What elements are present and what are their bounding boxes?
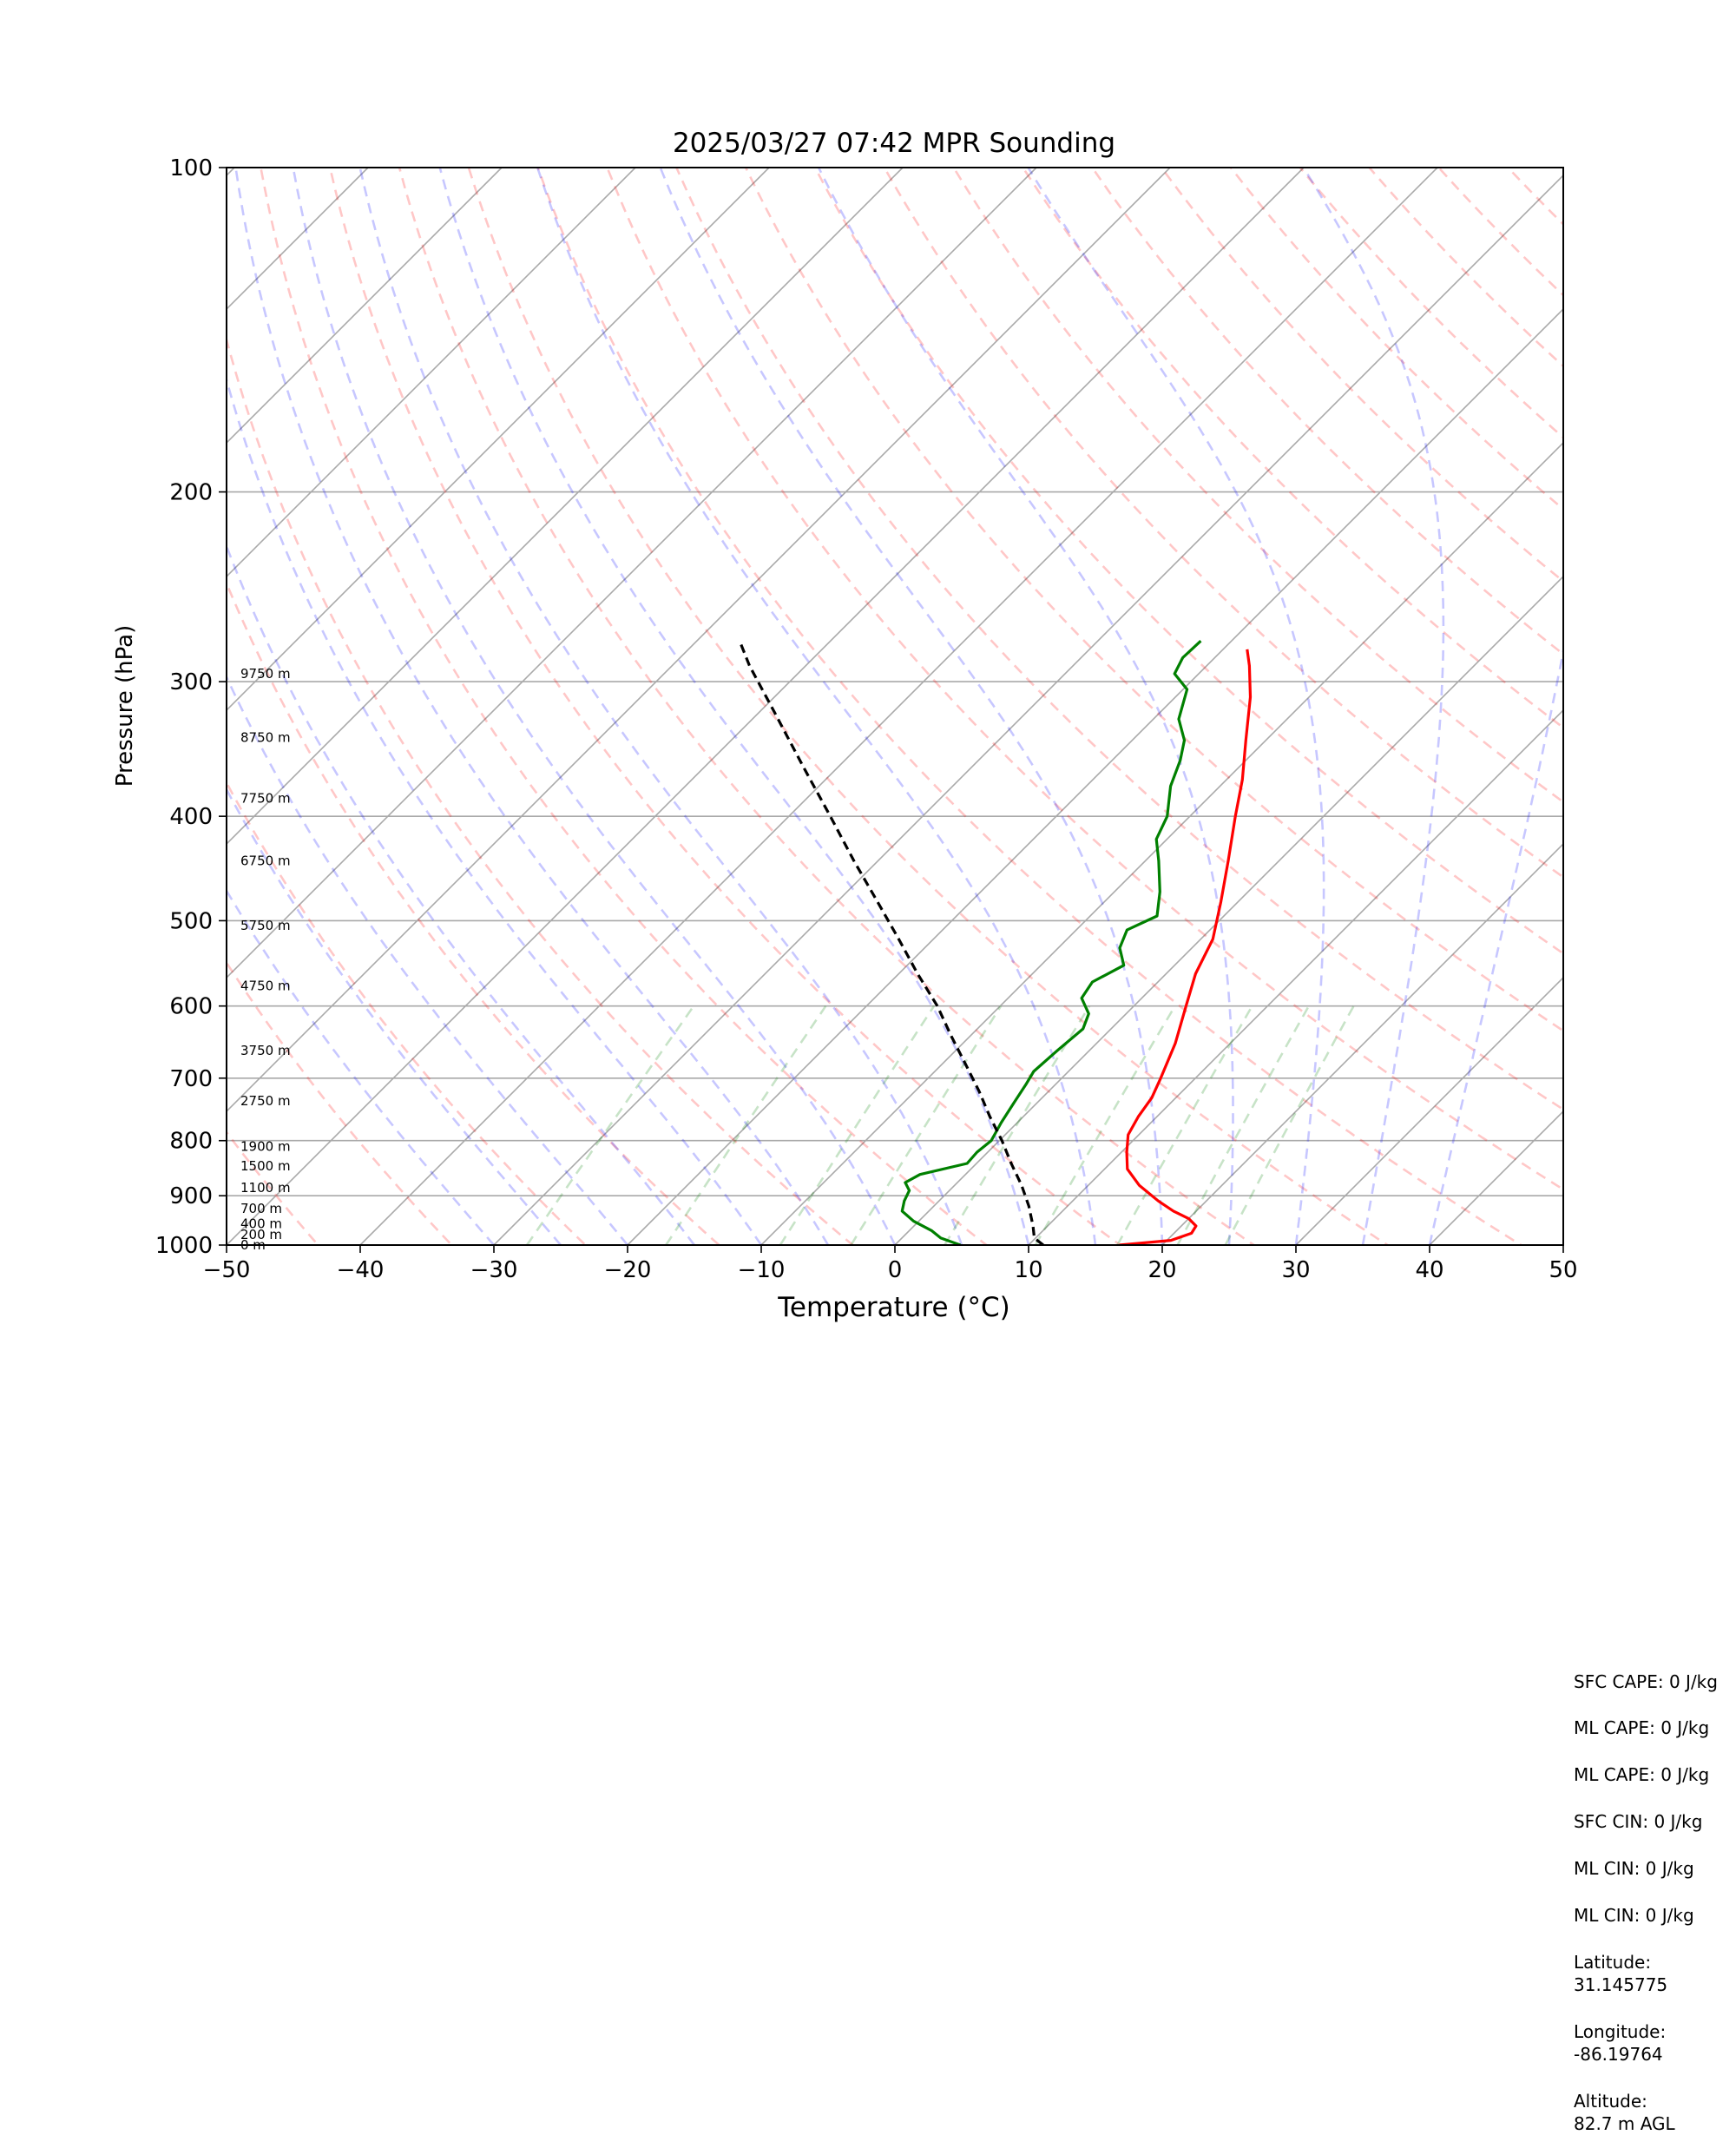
dry-adiabat-line — [0, 168, 474, 1268]
longitude-label: Longitude: — [1574, 2020, 1666, 2043]
dry-adiabat-line — [676, 168, 1736, 1268]
isotherm-line — [0, 168, 101, 1245]
isotherm-line — [1430, 168, 1736, 1245]
x-axis-label: Temperature (°C) — [777, 1292, 1010, 1323]
dry-adiabat-line — [1508, 168, 1736, 1268]
isotherm-line — [494, 168, 1571, 1245]
y-tick-label: 300 — [169, 669, 213, 695]
ml-cape-text: ML CAPE: 0 J/kg — [1574, 1717, 1709, 1739]
x-tick-label: 20 — [1147, 1257, 1176, 1283]
isotherm-line — [93, 168, 1170, 1245]
mixing-ratio-line — [527, 1006, 694, 1245]
y-axis-label: Pressure (hPa) — [112, 625, 138, 787]
height-label: 9750 m — [240, 666, 291, 682]
ml-cape-text-2: ML CAPE: 0 J/kg — [1574, 1763, 1709, 1786]
x-tick-label: 50 — [1549, 1257, 1577, 1283]
moist-adiabat-line — [293, 168, 895, 1245]
ml-cin-text: ML CIN: 0 J/kg — [1574, 1857, 1694, 1880]
plot-frame — [227, 168, 1563, 1245]
height-label: 8750 m — [240, 729, 291, 745]
dry-adiabat-line — [1023, 168, 1736, 1268]
y-tick-label: 600 — [169, 994, 213, 1020]
y-tick-label: 500 — [169, 908, 213, 934]
height-label: 1100 m — [240, 1180, 291, 1196]
dry-adiabat-line — [1716, 168, 1736, 1268]
isotherm-line — [0, 168, 635, 1245]
x-tick-label: 10 — [1014, 1257, 1042, 1283]
height-label: 3750 m — [240, 1043, 291, 1058]
altitude-value: 82.7 m AGL — [1574, 2112, 1675, 2135]
x-tick-label: −40 — [337, 1257, 385, 1283]
x-tick-label: −30 — [470, 1257, 518, 1283]
y-tick-label: 200 — [169, 480, 213, 506]
dry-adiabat-line — [1647, 168, 1736, 1268]
height-label: 7750 m — [240, 791, 291, 807]
isotherm-line — [628, 168, 1705, 1245]
isotherm-line — [895, 168, 1736, 1245]
dry-adiabat-line — [1300, 168, 1736, 1268]
dry-adiabat-line — [884, 168, 1736, 1268]
longitude-value: -86.19764 — [1574, 2043, 1663, 2066]
height-label: 5750 m — [240, 918, 291, 933]
height-label: 700 m — [240, 1201, 282, 1216]
dry-adiabat-line — [469, 168, 1423, 1268]
isotherm-line — [0, 168, 1036, 1245]
y-tick-label: 800 — [169, 1129, 213, 1155]
moist-adiabat-line — [537, 168, 1095, 1245]
x-tick-label: 40 — [1415, 1257, 1443, 1283]
skewt-plot: −50 −40 −30 −20 −10 0 10 20 30 40 50 100 200 300 400 50… — [0, 0, 1736, 1389]
y-tick-label: 700 — [169, 1066, 213, 1092]
chart-title: 2025/03/27 07:42 MPR Sounding — [673, 128, 1115, 159]
isotherm-line — [1296, 168, 1736, 1245]
x-tick-label: 30 — [1281, 1257, 1310, 1283]
x-tick-label: −50 — [203, 1257, 251, 1283]
latitude-value: 31.145775 — [1574, 1974, 1667, 1996]
y-tick-label: 400 — [169, 804, 213, 830]
height-label: 2750 m — [240, 1093, 291, 1109]
isotherm-line — [1563, 168, 1736, 1245]
moist-adiabat-line — [440, 168, 1029, 1245]
dry-adiabat-line — [1438, 168, 1736, 1268]
altitude-label: Altitude: — [1574, 2090, 1647, 2112]
moist-adiabat-line — [19, 168, 494, 1245]
y-tick-label: 100 — [169, 155, 213, 181]
ml-cin-text-2: ML CIN: 0 J/kg — [1574, 1904, 1694, 1927]
isotherm-line — [1697, 168, 1736, 1245]
skewt-chart: −50 −40 −30 −20 −10 0 10 20 30 40 50 100 200 300 400 50… — [0, 0, 1736, 1389]
moist-adiabat-line — [139, 168, 694, 1245]
moist-adiabat-line — [236, 168, 829, 1245]
dry-adiabat-line — [815, 168, 1736, 1268]
mixing-ratio-line — [1117, 1006, 1252, 1245]
height-label: 1900 m — [240, 1138, 291, 1154]
sfc-cape-text: SFC CAPE: 0 J/kg — [1574, 1670, 1718, 1693]
moist-adiabat-line — [1430, 168, 1604, 1245]
height-label: 4750 m — [240, 979, 291, 994]
dry-adiabat-line — [192, 168, 881, 1268]
y-tick-label: 1000 — [155, 1233, 213, 1259]
dry-adiabat-line — [1092, 168, 1736, 1268]
sfc-cin-text: SFC CIN: 0 J/kg — [1574, 1810, 1702, 1833]
moist-adiabat-line — [360, 168, 962, 1245]
height-label: 1500 m — [240, 1158, 291, 1174]
isotherm-line — [360, 168, 1437, 1245]
dry-adiabat-line — [330, 168, 1152, 1268]
latitude-label: Latitude: — [1574, 1951, 1651, 1974]
y-tick-label: 900 — [169, 1183, 213, 1209]
dry-adiabat-line — [954, 168, 1736, 1268]
x-tick-label: −10 — [738, 1257, 786, 1283]
mixing-ratio-line — [1036, 1006, 1175, 1245]
x-tick-label: −20 — [604, 1257, 652, 1283]
mixing-ratio-line — [851, 1006, 1001, 1245]
height-label: 400 m — [240, 1216, 282, 1232]
height-label: 6750 m — [240, 853, 291, 869]
dry-adiabat-line — [746, 168, 1736, 1268]
x-tick-label: 0 — [888, 1257, 903, 1283]
dry-adiabat-line — [1577, 168, 1736, 1268]
isotherm-line — [0, 168, 502, 1245]
